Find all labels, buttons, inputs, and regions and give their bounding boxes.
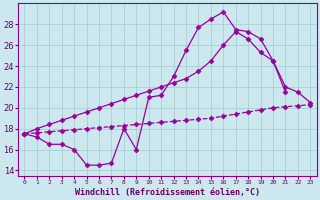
X-axis label: Windchill (Refroidissement éolien,°C): Windchill (Refroidissement éolien,°C) <box>75 188 260 197</box>
